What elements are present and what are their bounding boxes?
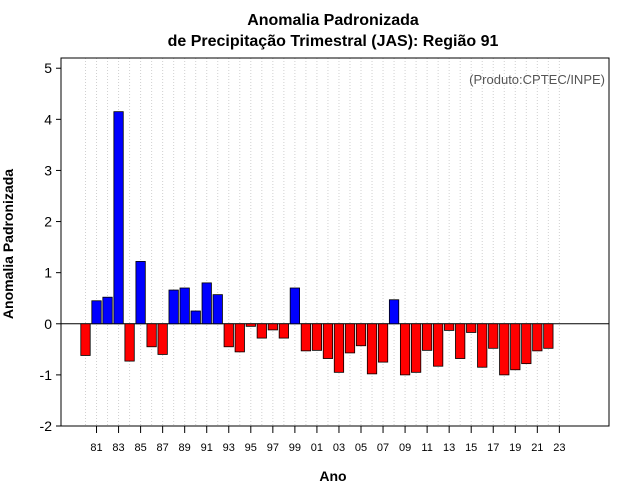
bar-1988 <box>168 289 179 325</box>
x-axis: 81 83 85 87 89 91 93 95 97 99 01 03 05 07 09 11 13 15 17 19… <box>90 426 565 454</box>
bar-1989 <box>179 287 190 325</box>
x-tick-label: 21 <box>531 442 543 454</box>
y-tick-label: 1 <box>44 265 52 281</box>
bar-2020 <box>521 323 532 365</box>
bar-2000 <box>300 323 312 352</box>
bar-1990 <box>190 310 201 325</box>
x-tick-label: 91 <box>201 442 213 454</box>
y-tick-label: 0 <box>44 316 52 332</box>
x-tick-label: 01 <box>311 442 323 454</box>
x-tick-label: 81 <box>90 442 102 454</box>
bar-2022 <box>543 323 554 349</box>
bar-2019 <box>510 323 521 371</box>
x-tick-label: 87 <box>157 442 169 454</box>
bar-2009 <box>399 323 411 376</box>
y-tick-label: 5 <box>44 60 52 76</box>
y-tick-label: 4 <box>44 111 52 127</box>
bar-1991 <box>201 282 212 325</box>
x-tick-label: 99 <box>289 442 301 454</box>
y-tick-label: 2 <box>44 214 52 230</box>
chart-title-line-2: de Precipitação Trimestral (JAS): Região… <box>168 33 499 50</box>
bar-1993 <box>223 323 234 348</box>
bar-2005 <box>355 323 367 347</box>
bar-2014 <box>455 323 466 359</box>
chart-title-line-1: Anomalia Padronizada <box>247 12 419 29</box>
bar-2021 <box>532 323 543 352</box>
bar-2010 <box>410 323 422 373</box>
bar-1982 <box>102 296 113 325</box>
x-tick-label: 07 <box>377 442 389 454</box>
x-tick-label: 83 <box>112 442 124 454</box>
grid-lines <box>85 58 560 426</box>
y-axis: -2 -1 0 1 2 3 4 5 <box>40 60 61 434</box>
bar-1986 <box>146 323 157 348</box>
bar-2003 <box>333 323 345 373</box>
bar-2002 <box>322 323 334 359</box>
bar-1981 <box>91 300 102 325</box>
x-tick-label: 85 <box>134 442 146 454</box>
x-tick-label: 13 <box>443 442 455 454</box>
bar-2004 <box>344 323 356 354</box>
bar-2011 <box>422 323 433 351</box>
bar-1997 <box>267 323 278 331</box>
bar-1985 <box>135 261 146 325</box>
x-tick-label: 17 <box>487 442 499 454</box>
bar-2012 <box>433 323 444 367</box>
y-tick-label: -2 <box>40 418 53 434</box>
bars <box>80 111 554 376</box>
x-tick-label: 23 <box>553 442 565 454</box>
x-tick-label: 89 <box>179 442 191 454</box>
bar-2017 <box>488 323 499 349</box>
bar-1994 <box>234 323 245 353</box>
bar-1995 <box>245 323 256 327</box>
x-tick-label: 11 <box>421 442 432 454</box>
bar-2018 <box>499 323 510 376</box>
bar-1983 <box>113 111 124 325</box>
bar-1987 <box>157 323 168 355</box>
bar-2007 <box>377 323 389 363</box>
bar-2008 <box>388 299 400 325</box>
bar-1980 <box>80 323 91 356</box>
bar-2015 <box>466 323 477 333</box>
bar-2001 <box>311 323 323 351</box>
bar-1996 <box>256 323 267 339</box>
plot-frame <box>60 57 610 427</box>
bar-1998 <box>278 323 289 339</box>
bar-2006 <box>366 323 378 375</box>
product-credit: (Produto:CPTEC/INPE) <box>469 72 605 87</box>
x-axis-title: Ano <box>319 468 346 484</box>
x-tick-label: 95 <box>245 442 257 454</box>
bar-1992 <box>212 294 223 325</box>
bar-2013 <box>444 323 455 331</box>
x-tick-label: 03 <box>333 442 345 454</box>
y-tick-label: -1 <box>40 367 53 383</box>
y-tick-label: 3 <box>44 162 52 178</box>
y-axis-title: Anomalia Padronizada <box>0 169 16 319</box>
x-tick-label: 05 <box>355 442 367 454</box>
bar-1999 <box>289 287 300 325</box>
x-tick-label: 09 <box>399 442 411 454</box>
x-tick-label: 19 <box>509 442 521 454</box>
x-tick-label: 15 <box>465 442 477 454</box>
bar-1984 <box>124 323 135 362</box>
bar-2016 <box>477 323 488 368</box>
x-tick-label: 97 <box>267 442 279 454</box>
x-tick-label: 93 <box>223 442 235 454</box>
